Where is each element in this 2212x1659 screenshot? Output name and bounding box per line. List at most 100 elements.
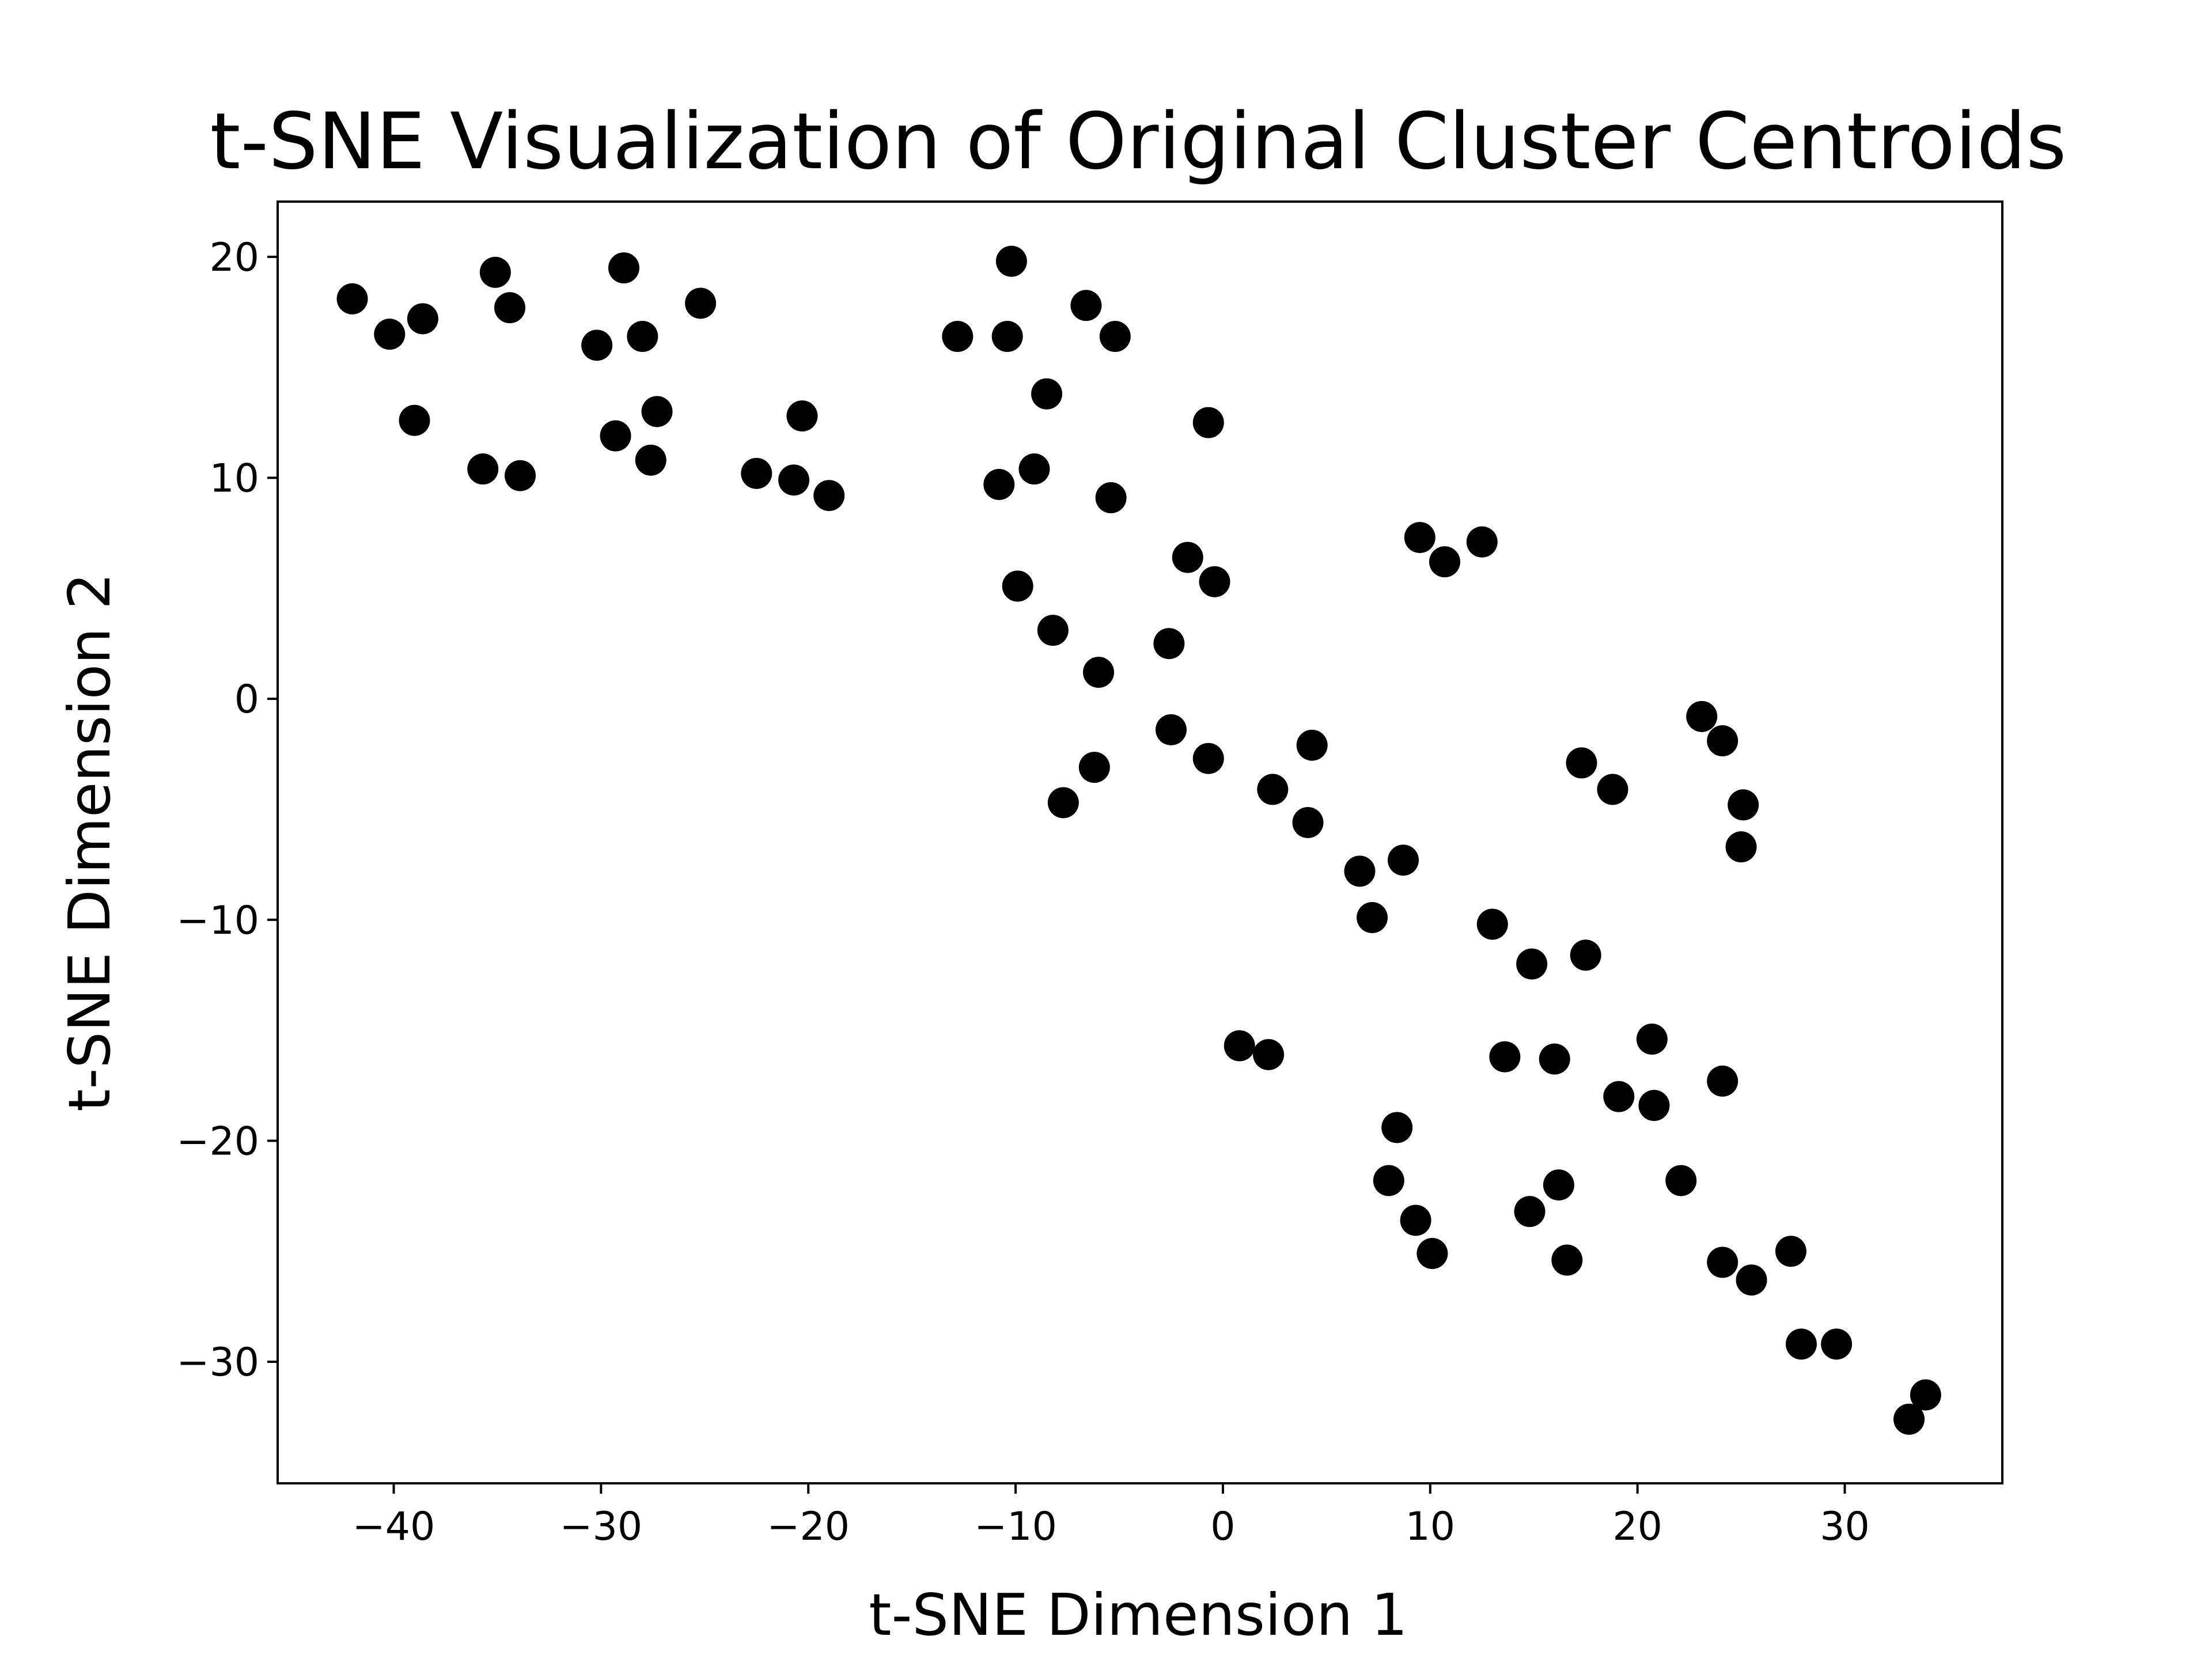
data-point: [1429, 546, 1460, 578]
x-tick-label: 0: [1210, 1504, 1235, 1550]
x-tick-label: −10: [974, 1504, 1057, 1550]
data-point: [1910, 1379, 1941, 1411]
data-point: [1357, 902, 1388, 933]
data-point: [1253, 1039, 1285, 1070]
data-point: [1078, 752, 1110, 783]
data-point: [1192, 407, 1224, 438]
data-point: [1728, 789, 1759, 821]
data-point: [1539, 1043, 1570, 1075]
data-point: [1095, 482, 1127, 514]
data-point: [635, 444, 666, 476]
data-point: [1603, 1081, 1635, 1112]
data-point: [1707, 1247, 1738, 1278]
data-point: [581, 329, 613, 361]
data-point: [1296, 729, 1328, 761]
data-point: [786, 400, 818, 432]
data-point: [1543, 1169, 1574, 1201]
data-point: [813, 480, 845, 512]
y-axis-label: t-SNE Dimension 2: [56, 573, 123, 1112]
x-tick-label: −40: [353, 1504, 435, 1550]
data-point: [983, 469, 1015, 501]
data-point: [1199, 566, 1230, 597]
data-point: [1018, 453, 1050, 485]
data-point: [1047, 787, 1079, 819]
y-tick-label: 10: [209, 456, 259, 502]
data-point: [1099, 321, 1131, 353]
data-point: [641, 396, 673, 427]
data-point: [1686, 700, 1718, 732]
data-point: [1476, 908, 1508, 940]
x-tick-label: −30: [560, 1504, 643, 1550]
data-point: [1083, 657, 1115, 688]
x-tick-label: −20: [767, 1504, 850, 1550]
data-point: [741, 457, 772, 489]
data-point: [1514, 1196, 1546, 1228]
data-point: [505, 460, 536, 491]
data-point: [627, 321, 658, 353]
data-point: [1893, 1403, 1925, 1435]
data-point: [1155, 714, 1187, 745]
data-point: [1416, 1238, 1448, 1270]
x-tick-label: 30: [1820, 1504, 1870, 1550]
data-point: [1400, 1205, 1431, 1236]
data-point: [374, 319, 406, 350]
data-point: [494, 292, 526, 324]
data-point: [1597, 774, 1628, 805]
data-point: [1551, 1244, 1583, 1276]
y-tick-label: −10: [176, 898, 259, 944]
chart-title: t-SNE Visualization of Original Cluster …: [210, 96, 2067, 187]
data-point: [1707, 725, 1738, 757]
data-point: [1373, 1165, 1404, 1196]
data-point: [336, 283, 368, 315]
data-point: [600, 420, 631, 452]
data-point: [1257, 774, 1289, 805]
x-tick-label: 20: [1612, 1504, 1662, 1550]
data-point: [995, 245, 1027, 277]
data-point: [1292, 806, 1324, 838]
data-point: [1037, 615, 1069, 646]
data-point: [1638, 1090, 1670, 1122]
data-point: [1388, 844, 1419, 876]
data-point: [1570, 940, 1601, 971]
data-point: [1070, 290, 1102, 321]
data-point: [1172, 541, 1203, 573]
data-point: [685, 287, 717, 319]
x-tick-label: 10: [1406, 1504, 1456, 1550]
data-point: [1153, 628, 1185, 660]
data-point: [1344, 855, 1376, 887]
data-point: [1224, 1030, 1255, 1062]
x-axis-label: t-SNE Dimension 1: [869, 1581, 1408, 1649]
y-tick-label: 0: [234, 677, 259, 722]
data-point: [778, 464, 810, 496]
data-point: [1489, 1041, 1521, 1073]
data-point: [1516, 948, 1548, 980]
data-point: [1725, 831, 1757, 863]
data-point: [1821, 1328, 1853, 1360]
data-point: [1404, 522, 1435, 554]
y-axis-ticks: −30 −20 −10 0 10 20: [176, 235, 278, 1385]
x-axis-ticks: −40 −30 −20 −10 0 10 20 30: [353, 1483, 1870, 1550]
data-point: [1636, 1023, 1668, 1055]
plot-frame: [276, 200, 2003, 1484]
data-point: [407, 303, 438, 335]
data-point: [1775, 1236, 1806, 1267]
points-layer: [336, 245, 1941, 1435]
data-point: [1707, 1065, 1738, 1097]
y-tick-label: 20: [209, 235, 259, 281]
y-tick-label: −30: [176, 1340, 259, 1385]
data-point: [942, 321, 974, 353]
data-point: [1566, 747, 1597, 779]
data-point: [991, 321, 1023, 353]
data-point: [1736, 1264, 1767, 1296]
data-point: [1381, 1112, 1413, 1143]
data-point: [467, 453, 499, 485]
data-point: [1192, 743, 1224, 774]
data-point: [1002, 570, 1033, 602]
data-point: [1466, 526, 1498, 558]
y-tick-label: −20: [176, 1119, 259, 1164]
data-point: [1031, 378, 1063, 410]
data-point: [1785, 1328, 1817, 1360]
data-point: [608, 252, 639, 284]
data-point: [1665, 1165, 1697, 1196]
